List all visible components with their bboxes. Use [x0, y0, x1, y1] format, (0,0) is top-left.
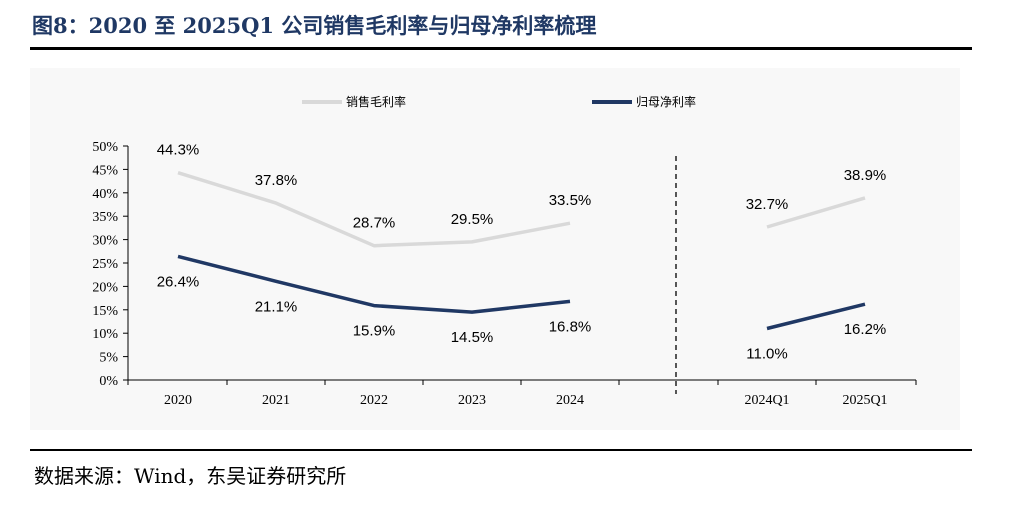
data-label: 21.1%: [255, 298, 298, 315]
y-tick-label: 15%: [92, 304, 118, 319]
data-label: 11.0%: [746, 346, 787, 363]
x-tick-label: 2021: [262, 393, 290, 408]
source-note: 数据来源：Wind，东吴证券研究所: [34, 464, 347, 488]
data-label: 16.8%: [549, 318, 592, 335]
data-label: 38.9%: [844, 167, 887, 184]
data-label: 16.2%: [844, 321, 887, 338]
y-tick-label: 30%: [92, 234, 118, 249]
series-line: [177, 171, 571, 248]
data-label: 14.5%: [451, 329, 494, 346]
y-tick-label: 5%: [99, 351, 118, 366]
y-tick-label: 20%: [92, 280, 118, 295]
data-label: 15.9%: [353, 323, 396, 340]
legend-label: 归母净利率: [636, 94, 696, 109]
y-tick-label: 45%: [92, 163, 118, 178]
series-line: [766, 302, 866, 331]
data-label: 37.8%: [255, 172, 298, 189]
y-tick-label: 35%: [92, 210, 118, 225]
x-tick-label: 2024Q1: [744, 393, 789, 408]
top-rule: [30, 47, 972, 50]
y-tick-label: 10%: [92, 327, 118, 342]
series-line: [766, 196, 866, 229]
chart-background: [30, 68, 960, 430]
x-tick-label: 2020: [164, 393, 192, 408]
y-tick-label: 40%: [92, 187, 118, 202]
data-label: 26.4%: [157, 273, 200, 290]
data-label: 29.5%: [451, 211, 494, 228]
x-tick-label: 2024: [556, 393, 584, 408]
y-tick-label: 25%: [92, 257, 118, 272]
data-label: 44.3%: [157, 142, 200, 159]
bottom-rule: [30, 449, 972, 451]
figure-title: 图8：2020 至 2025Q1 公司销售毛利率与归母净利率梳理: [32, 13, 597, 38]
y-tick-label: 50%: [92, 140, 118, 155]
series-line: [177, 254, 571, 314]
data-label: 28.7%: [353, 215, 396, 232]
x-tick-label: 2025Q1: [842, 393, 887, 408]
data-label: 32.7%: [746, 196, 789, 213]
legend-label: 销售毛利率: [346, 94, 406, 109]
y-tick-label: 0%: [99, 374, 118, 389]
data-label: 33.5%: [549, 192, 592, 209]
x-tick-label: 2023: [458, 393, 486, 408]
x-tick-label: 2022: [360, 393, 388, 408]
